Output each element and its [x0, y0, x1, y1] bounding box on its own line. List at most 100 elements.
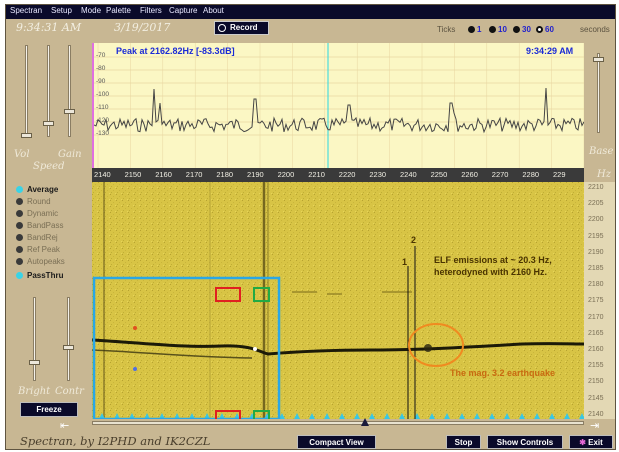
gain-label: Gain: [58, 149, 82, 160]
tick-option-30[interactable]: 30: [513, 25, 531, 34]
time-tick-mark: [279, 413, 285, 419]
frequency-axis: 2140 2150 2160 2170 2180 2190 2200 2210 2220 2230…: [92, 168, 584, 182]
menu-about[interactable]: About: [203, 6, 224, 15]
hz-tick-label: 2180: [588, 281, 604, 289]
option-dynamic[interactable]: Dynamic: [16, 209, 58, 218]
option-label: Autopeaks: [27, 257, 65, 266]
hz-tick-label: 2150: [588, 378, 604, 386]
freq-tick-label: 2250: [430, 170, 448, 179]
option-autopeaks[interactable]: Autopeaks: [16, 257, 65, 266]
time-tick-mark: [174, 413, 180, 419]
arrow-right-icon[interactable]: ⇥: [590, 420, 600, 432]
gain-slider-thumb[interactable]: [64, 109, 75, 114]
arrow-left-icon[interactable]: ⇤: [60, 420, 70, 432]
option-label: Dynamic: [27, 209, 59, 218]
checkbox-icon: [16, 186, 23, 193]
option-label: Ref Peak: [27, 245, 60, 254]
option-passthru[interactable]: PassThru: [16, 271, 63, 280]
tick-option-label: 60: [545, 25, 554, 34]
menu-setup[interactable]: Setup: [51, 6, 72, 15]
menu-palette[interactable]: Palette: [106, 6, 131, 15]
db-tick-label: -80: [96, 65, 106, 72]
compact-view-button[interactable]: Compact View: [297, 435, 376, 449]
hz-tick-label: 2185: [588, 265, 604, 272]
time-tick-mark: [489, 413, 495, 419]
tick-option-10[interactable]: 10: [489, 25, 507, 34]
spectrum-svg: [94, 43, 584, 168]
time-tick-mark: [549, 413, 555, 419]
contrast-slider[interactable]: [67, 297, 70, 381]
hz-label: Hz: [597, 169, 611, 180]
gain-slider[interactable]: [68, 45, 71, 137]
hz-tick-label: 2165: [588, 329, 604, 337]
spectrum-plot[interactable]: -70 -80 -90 -100 -110 -120 -130: [92, 43, 584, 168]
menu-mode[interactable]: Mode: [81, 6, 102, 15]
base-slider-thumb[interactable]: [593, 57, 604, 62]
exit-button[interactable]: ✱ Exit: [569, 435, 613, 449]
show-controls-button[interactable]: Show Controls: [487, 435, 563, 449]
time-tick-mark: [129, 413, 135, 419]
marker-dot: [133, 367, 137, 371]
volume-slider-thumb[interactable]: [21, 133, 32, 138]
option-round[interactable]: Round: [16, 197, 51, 206]
horizontal-scrollbar[interactable]: [92, 421, 584, 425]
menu-filters[interactable]: Filters: [140, 6, 162, 15]
option-average[interactable]: Average: [16, 185, 58, 194]
contrast-slider-thumb[interactable]: [63, 345, 74, 350]
highlight-box-green-bottom: [253, 410, 270, 419]
hz-tick-label: 2140: [588, 410, 604, 418]
contr-label: Contr: [55, 386, 84, 397]
option-label: Round: [27, 197, 51, 206]
freq-tick-label: 2170: [185, 170, 203, 179]
checkbox-icon: [16, 234, 23, 241]
peak-readout: Peak at 2162.82Hz [-83.3dB]: [116, 46, 235, 56]
freeze-button[interactable]: Freeze: [20, 402, 78, 417]
earthquake-blob: [424, 344, 432, 352]
base-slider[interactable]: [597, 53, 600, 133]
ticks-unit: seconds: [580, 25, 610, 34]
time-tick-mark: [234, 413, 240, 419]
speed-slider[interactable]: [47, 45, 50, 137]
checkbox-icon: [16, 272, 23, 279]
record-icon: [218, 23, 226, 32]
checkbox-icon: [16, 258, 23, 265]
hz-axis: 2210 2205 2200 2195 2190 2185 2180 2175 2170 2165…: [584, 182, 615, 419]
radio-icon: [489, 26, 496, 33]
tick-option-1[interactable]: 1: [468, 25, 481, 34]
time-tick-mark: [339, 413, 345, 419]
brightness-slider-thumb[interactable]: [29, 360, 40, 365]
time-tick-mark: [354, 413, 360, 419]
spectran-window: Spectran Setup Mode Palette Filters Capt…: [5, 4, 616, 450]
stop-button[interactable]: Stop: [446, 435, 481, 449]
clock-date: 3/19/2017: [114, 21, 171, 34]
menu-capture[interactable]: Capture: [169, 6, 198, 15]
option-label: PassThru: [27, 271, 64, 280]
exit-label: Exit: [588, 438, 603, 447]
spectrum-time: 9:34:29 AM: [526, 46, 574, 56]
time-tick-mark: [474, 413, 480, 419]
highlight-box-green-top: [253, 287, 270, 302]
brightness-slider[interactable]: [33, 297, 36, 381]
time-tick-mark: [99, 413, 105, 419]
speed-label: Speed: [33, 161, 65, 172]
time-tick-mark: [114, 413, 120, 419]
tick-option-60[interactable]: 60: [536, 25, 554, 34]
volume-slider[interactable]: [25, 45, 28, 137]
record-button[interactable]: Record: [214, 21, 269, 35]
time-tick-mark: [294, 413, 300, 419]
vol-label: Vol: [14, 149, 30, 160]
speed-slider-thumb[interactable]: [43, 121, 54, 126]
time-tick-mark: [579, 413, 584, 419]
option-bandrej[interactable]: BandRej: [16, 233, 58, 242]
scroll-thumb-icon[interactable]: [361, 418, 369, 426]
radio-icon: [513, 26, 520, 33]
option-bandpass[interactable]: BandPass: [16, 221, 63, 230]
freq-tick-label: 2140: [94, 170, 111, 179]
freq-tick-label: 2280: [522, 170, 540, 179]
menu-bar: Spectran Setup Mode Palette Filters Capt…: [6, 5, 615, 19]
menu-spectran[interactable]: Spectran: [10, 6, 43, 15]
waterfall-svg: [92, 182, 584, 419]
waterfall-display[interactable]: 1 2 ELF emissions at ~ 20.3 Hz, heterody…: [92, 182, 584, 419]
option-ref-peak[interactable]: Ref Peak: [16, 245, 60, 254]
checkbox-icon: [16, 210, 23, 217]
